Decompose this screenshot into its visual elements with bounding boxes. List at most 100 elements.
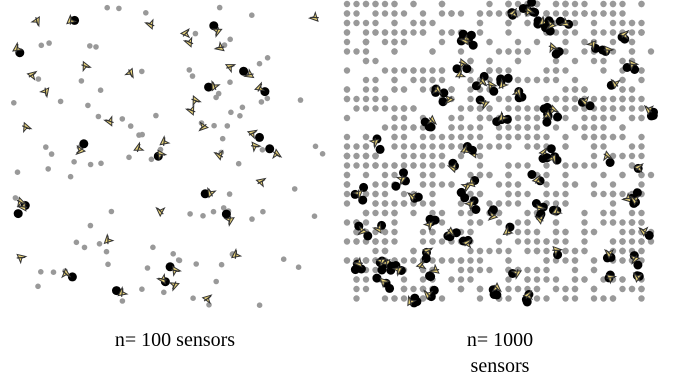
arrow-wing [44,87,47,97]
sensor-dot [419,181,427,188]
sensor-dot [581,209,588,217]
sensor-dot [362,257,370,264]
sensor-dot [514,133,522,141]
sensor-dot [343,133,351,141]
target-arrow-icon [605,274,618,285]
sensor-dot [514,219,522,226]
sensor-dot [505,95,512,103]
arrow-wing [185,39,194,45]
arrow-head [446,161,457,174]
sensor-dot [628,219,636,226]
caption-line: n= 100 sensors [114,329,236,351]
sensor-dot [571,105,579,112]
target-arrow-icon [391,265,404,277]
sensor-dot [258,99,265,105]
active-sensor-dot [358,195,368,205]
sensor-dot [562,257,569,264]
sensor-dot [457,10,465,17]
sensor-dot [312,143,319,150]
sensor-dot [213,278,219,285]
arrow-head [16,253,28,265]
sensor-dot [372,200,379,207]
arrow-wing [76,147,84,154]
sensor-dot [14,169,21,175]
sensor-dot [476,114,484,122]
sensor-dot [372,10,379,17]
target-arrow-icon [184,104,196,116]
target-arrow-icon [224,64,237,74]
arrow-head [224,64,237,74]
sensor-dot [590,190,598,198]
sensor-dot [638,152,645,160]
sensor-dot [543,181,550,188]
arrow-wing [552,249,561,251]
sensor-dot [495,48,503,55]
sensor-dot [239,104,246,111]
sensor-dot [189,73,196,79]
arrow-wing [182,29,190,37]
sensor-dot [514,228,522,236]
sensor-dot [619,57,626,65]
active-sensor-dot [255,132,264,142]
sensor-dot [619,152,626,160]
sensor-dot [227,36,233,43]
arrow-wing [536,215,544,222]
sensor-dot [400,276,408,283]
active-sensor-dot [460,193,470,203]
sensor-dot [514,190,522,198]
sensor-dot [400,29,408,36]
active-sensor-dot [377,265,387,275]
sensor-dot [362,209,370,217]
sensor-dot [467,133,474,141]
sensor-dot [457,124,465,131]
sensor-dot [562,10,569,17]
sensor-dot [590,285,598,293]
sensor-dot [552,238,560,245]
arrow-wing [187,108,196,113]
arrow-wing [215,152,224,158]
active-sensor-dot [633,260,643,270]
arrow-wing [515,88,521,98]
sensor-dot [362,143,370,150]
target-arrow-icon [307,10,319,22]
active-sensor-dot [359,182,369,192]
target-arrow-icon [459,143,472,155]
arrow-wing [28,72,37,78]
caption-100-sensors: n= 100 sensors [60,327,290,353]
sensor-dot [638,143,645,150]
sensor-dot [552,285,560,293]
arrow-wing [128,69,133,78]
sensor-dot [638,171,645,179]
arrow-wing [612,79,619,87]
sensor-dot [609,105,617,112]
target-arrow-icon [444,226,456,238]
arrow-wing [22,125,31,130]
sensor-dot [467,57,474,65]
sensor-dot [381,247,389,255]
sensor-dot [438,143,446,150]
sensor-dot [476,295,484,302]
sensor-dot [438,67,446,74]
sensor-dot [200,213,206,219]
arrow-head [498,110,509,122]
sensor-dot [590,95,598,103]
arrow-head [213,40,225,52]
sensor-dot [600,124,607,131]
arrow-wing [606,276,616,279]
sensor-dot [571,285,579,293]
arrow-wing [212,81,217,91]
sensor-dot [600,114,607,122]
arrow-wing [121,288,124,297]
arrow-wing [605,249,613,257]
sensor-dot [638,95,645,103]
sensor-dot [638,247,645,255]
sensor-dot [571,181,579,188]
arrow-head [428,263,440,274]
arrow-wing [373,138,377,147]
sensor-dot [476,171,484,179]
sensor-dot [381,10,389,17]
arrow-wing [35,17,39,26]
arrow-wing [146,21,155,27]
sensor-dot [362,162,370,169]
arrow-wing [546,22,555,29]
